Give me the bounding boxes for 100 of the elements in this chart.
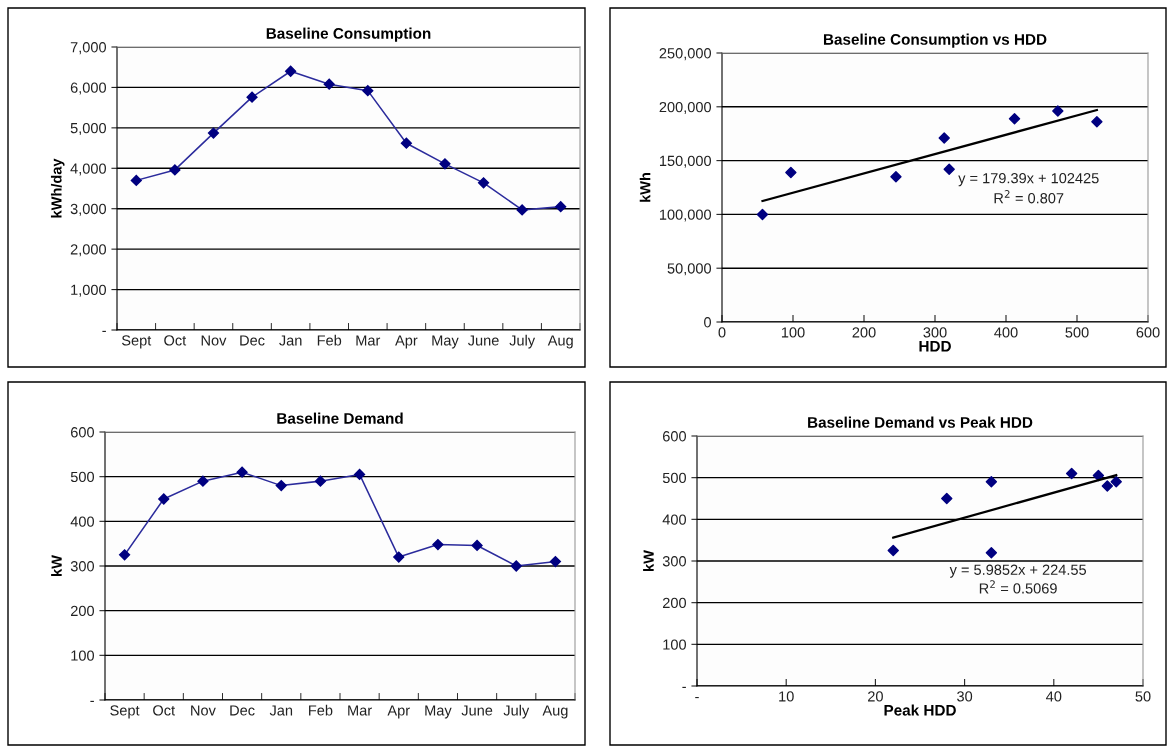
point <box>549 555 562 568</box>
x-tick-label: May <box>425 705 452 719</box>
y-tick-label: 150,000 <box>659 155 712 168</box>
x-tick-label: Mar <box>348 705 372 716</box>
x-tick-label: Dec <box>230 705 255 716</box>
x-tick-label: 40 <box>1046 691 1062 702</box>
x-tick-label: Feb <box>309 704 333 716</box>
chart-title: Baseline Consumption vs HDD <box>823 33 1047 48</box>
point <box>432 538 444 551</box>
annotation: R$^{2}$ = 0.5069 <box>979 580 1057 594</box>
x-tick-label: 400 <box>994 327 1018 338</box>
point <box>555 201 567 213</box>
point <box>985 546 998 559</box>
y-tick-label: 400 <box>70 516 95 527</box>
point <box>510 560 522 572</box>
point <box>943 163 955 175</box>
point <box>158 493 170 505</box>
y-axis-title: kWh/day <box>50 158 65 218</box>
y-tick-label: 600 <box>662 431 687 442</box>
y-tick-label: 200 <box>70 605 95 617</box>
y-tick-label: 4,000 <box>70 163 107 176</box>
y-axis-title: kW <box>51 555 62 576</box>
x-tick-label: Feb <box>317 334 342 346</box>
point <box>393 551 405 563</box>
y-tick-label: 3,000 <box>70 203 107 216</box>
y-tick-label: 250,000 <box>659 48 712 61</box>
point <box>236 466 248 478</box>
x-tick-label: Nov <box>191 705 216 716</box>
y-tick-label: 500 <box>70 471 95 483</box>
point <box>985 476 998 488</box>
y-tick-label: 600 <box>70 427 95 438</box>
x-tick-label: June <box>461 705 493 716</box>
x-tick-label: 50 <box>1135 691 1151 702</box>
point <box>941 492 953 505</box>
point <box>246 91 258 103</box>
x-tick-label: 100 <box>781 327 805 338</box>
point <box>400 137 412 149</box>
x-tick-label: 20 <box>868 691 883 702</box>
x-tick-label: Sept <box>110 705 140 719</box>
y-tick-label: 500 <box>662 472 687 484</box>
point <box>130 174 142 187</box>
point <box>1091 116 1103 128</box>
y-tick-label: 100,000 <box>659 209 712 222</box>
annotation: y = 179.39x + 102425 <box>958 173 1099 187</box>
point <box>1101 480 1114 492</box>
point <box>169 164 181 176</box>
x-tick-label: Oct <box>153 705 175 716</box>
x-tick-label: 0 <box>718 327 726 338</box>
point <box>516 204 528 216</box>
x-tick-label: June <box>467 335 499 346</box>
point <box>197 475 209 487</box>
point <box>890 171 902 183</box>
x-tick-label: 500 <box>1065 327 1089 338</box>
x-tick-label: July <box>503 704 530 719</box>
x-axis-title: HDD <box>919 341 951 352</box>
annotation: R$^{2}$ = 0.807 <box>994 190 1064 204</box>
y-tick-label: 50,000 <box>667 263 712 276</box>
x-tick-label: Aug <box>542 705 568 719</box>
point <box>1065 467 1078 480</box>
y-axis-title: kWh <box>639 173 651 202</box>
x-tick-label: 30 <box>957 691 973 702</box>
x-tick-label: Jan <box>269 705 293 716</box>
x-tick-label: Dec <box>240 335 265 346</box>
point <box>323 78 335 90</box>
point <box>471 539 483 552</box>
x-tick-label: - <box>695 696 699 699</box>
y-tick-label: 2,000 <box>70 244 107 257</box>
point <box>353 468 366 481</box>
x-tick-label: Jan <box>279 335 302 346</box>
point <box>1052 105 1064 117</box>
x-tick-label: Apr <box>387 705 410 719</box>
y-tick-label: 300 <box>662 556 687 567</box>
y-tick-label: 6,000 <box>70 82 107 95</box>
point <box>1110 476 1122 488</box>
x-axis-title: Peak HDD <box>884 704 956 716</box>
y-tick-label: 7,000 <box>70 42 107 55</box>
point <box>314 475 327 487</box>
x-tick-label: 10 <box>779 691 794 702</box>
x-tick-label: Oct <box>164 335 187 346</box>
y-axis-title: kW <box>643 550 654 571</box>
point <box>477 177 490 189</box>
x-tick-label: 300 <box>923 327 947 338</box>
y-tick-label: - <box>102 330 106 332</box>
chart-title: Baseline Demand <box>277 412 403 424</box>
point <box>275 479 287 492</box>
point <box>118 549 131 561</box>
x-tick-label: May <box>432 335 459 349</box>
x-tick-label: Sept <box>121 335 152 349</box>
point <box>1092 469 1105 482</box>
point <box>887 544 899 557</box>
point <box>938 132 950 144</box>
point <box>756 208 769 221</box>
point <box>439 158 451 170</box>
chart-title: Baseline Consumption <box>266 27 431 42</box>
x-tick-label: July <box>509 334 536 349</box>
chart-title: Baseline Demand vs Peak HDD <box>808 416 1033 428</box>
x-tick-label: Nov <box>201 335 227 346</box>
point <box>1008 112 1021 125</box>
x-tick-label: Mar <box>356 335 381 346</box>
y-tick-label: 1,000 <box>71 284 107 297</box>
